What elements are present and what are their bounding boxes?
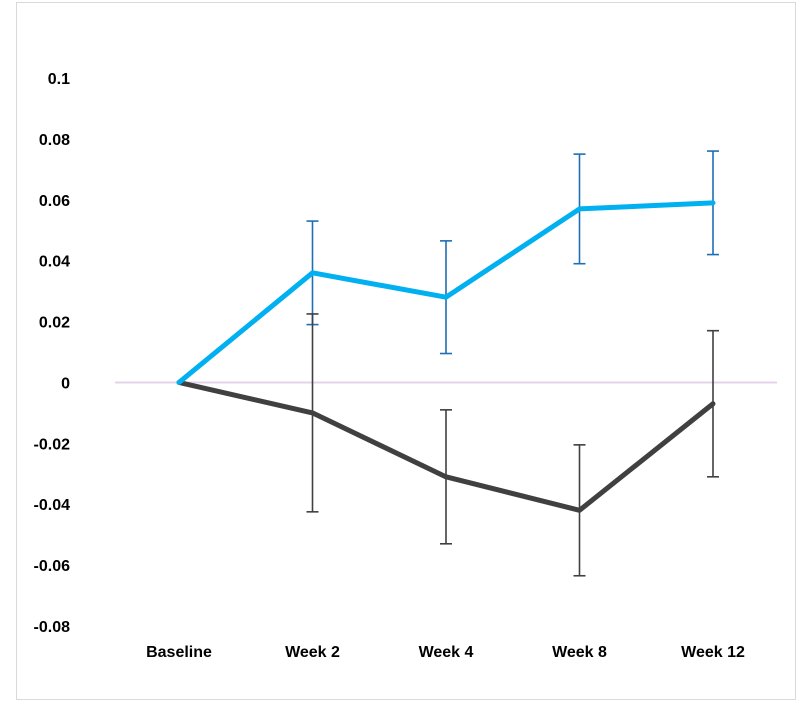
error-bars (306, 150, 719, 577)
y-axis-tick-labels: 0.1 0.08 0.06 0.04 0.02 0 -0.02 -0.04 -0.06 -0.08 (34, 71, 71, 636)
y-tick-label: 0.1 (48, 71, 70, 88)
y-tick-label: 0 (61, 375, 70, 392)
y-tick-label: -0.04 (34, 497, 71, 514)
chart-frame: 0.1 0.08 0.06 0.04 0.02 0 -0.02 -0.04 -0.06 -0.08… (16, 2, 796, 700)
series-lines (176, 200, 716, 513)
y-tick-label: -0.08 (34, 619, 71, 636)
y-tick-label: 0.02 (39, 315, 70, 332)
y-tick-label: 0.06 (39, 193, 70, 210)
line-chart: 0.1 0.08 0.06 0.04 0.02 0 -0.02 -0.04 -0.06 -0.08… (34, 71, 777, 661)
y-tick-label: -0.02 (34, 436, 71, 453)
y-tick-label: -0.06 (34, 558, 71, 575)
y-tick-label: 0.04 (39, 254, 70, 271)
y-tick-label: 0.08 (39, 132, 70, 149)
series-line (176, 200, 716, 385)
x-tick-label: Week 12 (681, 644, 745, 661)
x-axis-tick-labels: Baseline Week 2 Week 4 Week 8 Week 12 (146, 644, 745, 661)
x-tick-label: Week 2 (285, 644, 340, 661)
x-tick-label: Baseline (146, 644, 212, 661)
x-tick-label: Week 8 (552, 644, 607, 661)
series-line (176, 379, 716, 513)
x-tick-label: Week 4 (419, 644, 474, 661)
